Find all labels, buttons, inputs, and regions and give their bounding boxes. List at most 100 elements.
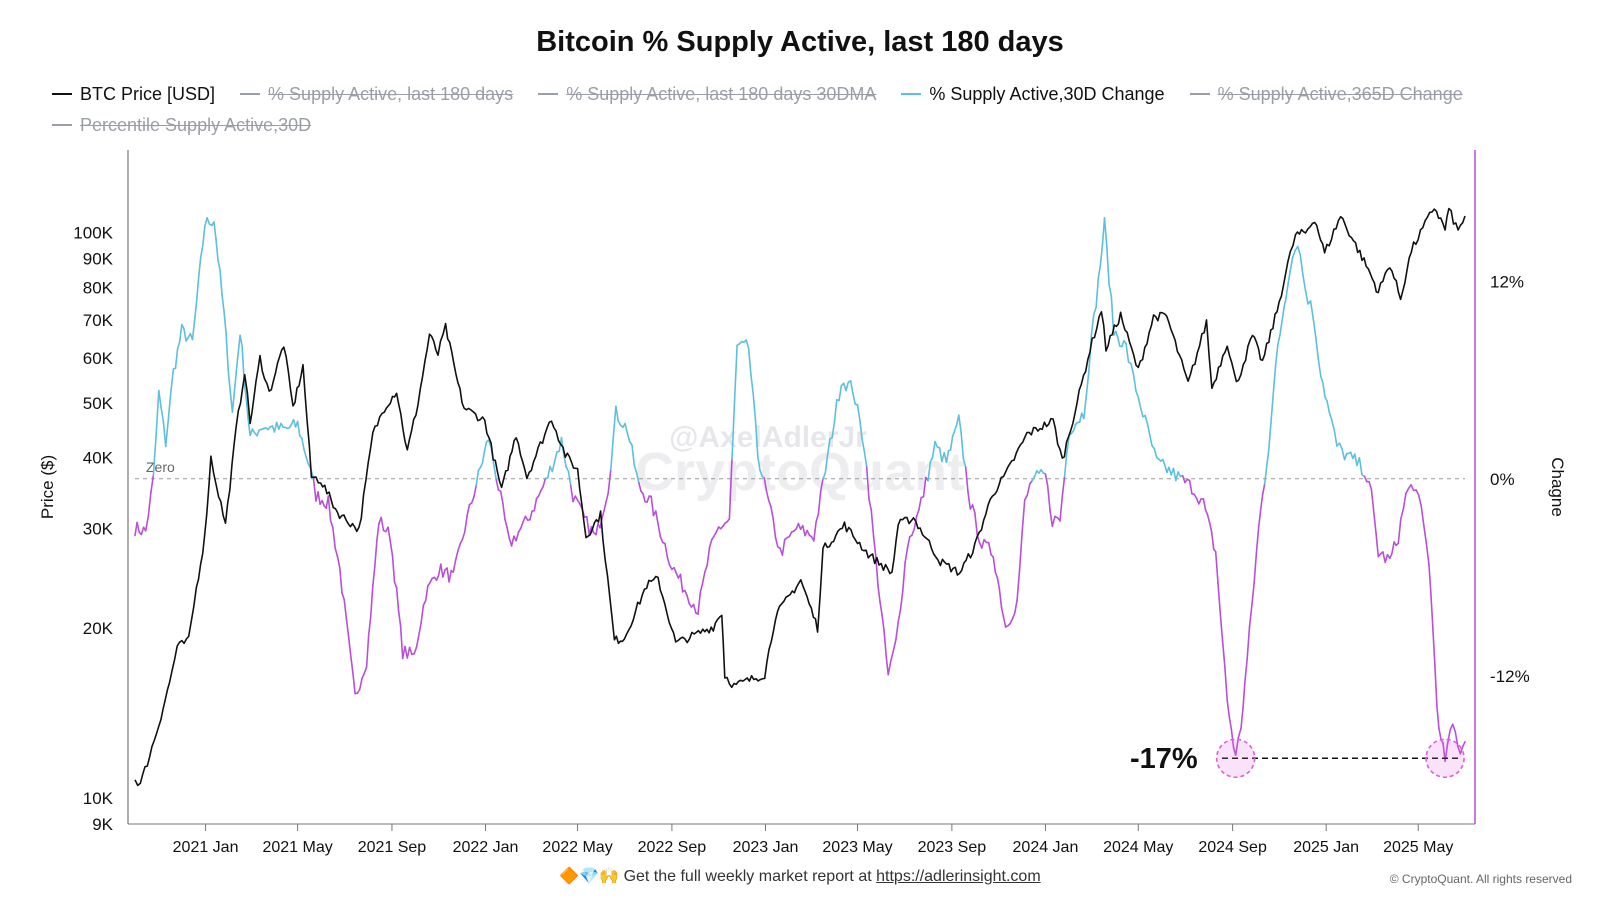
change-line-segment (565, 465, 570, 473)
change-line-segment (1261, 482, 1266, 496)
change-line-segment (303, 448, 308, 459)
change-line-segment (1432, 628, 1436, 667)
change-line-segment (845, 381, 850, 392)
change-line-segment (217, 259, 221, 271)
change-line-segment (994, 571, 999, 579)
legend-item-btc-price[interactable]: BTC Price [USD] (52, 81, 215, 107)
watermark-brand: CryptoQuant (635, 442, 965, 502)
change-line-segment (612, 405, 617, 437)
change-line-segment (569, 484, 574, 503)
change-line-segment (424, 584, 429, 602)
x-tick-label: 2021 Sep (358, 839, 427, 856)
change-line-segment (567, 470, 572, 487)
copyright-notice: © CryptoQuant. All rights reserved (1389, 872, 1572, 886)
change-line-segment (533, 497, 538, 512)
change-line-segment (1139, 406, 1144, 418)
legend-item-supply-active-365d-change[interactable]: % Supply Active,365D Change (1189, 81, 1463, 107)
change-line-segment (863, 450, 868, 468)
legend-swatch (1189, 93, 1210, 95)
change-line-segment (1341, 447, 1346, 461)
footer: 🔶💎🙌 Get the full weekly market report at… (0, 866, 1600, 886)
change-line-segment (1210, 530, 1215, 550)
change-line-segment (745, 339, 750, 350)
change-line-segment (638, 482, 642, 493)
change-line-segment (1013, 599, 1018, 614)
change-line-segment (387, 526, 392, 543)
change-line-segment (155, 389, 160, 437)
change-line-segment (466, 503, 471, 517)
change-line-segment (204, 217, 208, 228)
change-line-segment (1263, 465, 1268, 485)
change-line-segment (483, 441, 488, 453)
change-line-segment (461, 530, 466, 541)
left-tick-label: 70K (83, 311, 114, 330)
change-line-segment (463, 515, 468, 533)
change-line-segment (336, 555, 341, 569)
change-line-segment (395, 586, 400, 612)
change-line-segment (987, 541, 992, 556)
change-line-segment (1251, 582, 1255, 607)
change-line-segment (1099, 243, 1104, 266)
legend-item-supply-active-180d[interactable]: % Supply Active, last 180 days (240, 81, 513, 107)
left-tick-label: 90K (83, 250, 114, 269)
change-line-segment (980, 538, 985, 549)
change-line-segment (1228, 715, 1233, 731)
change-line-segment (686, 594, 691, 605)
change-line-segment (673, 566, 678, 574)
change-line-segment (1343, 452, 1348, 461)
change-line-segment (646, 495, 651, 503)
change-line-segment (957, 414, 962, 434)
change-line-segment (1281, 306, 1285, 323)
change-line-segment (1265, 450, 1270, 468)
change-line-segment (1291, 249, 1296, 259)
footer-link[interactable]: https://adlerinsight.com (876, 868, 1041, 885)
change-line-segment (731, 401, 736, 460)
change-line-segment (417, 622, 422, 637)
change-line-segment (967, 491, 972, 510)
change-line-segment (422, 599, 427, 607)
change-line-segment (992, 556, 997, 573)
change-line-segment (631, 444, 636, 466)
change-line-segment (380, 516, 385, 532)
change-line-segment (601, 509, 606, 519)
change-line-segment (1219, 612, 1224, 642)
change-line-segment (683, 589, 688, 597)
change-line-segment (332, 526, 337, 550)
change-line-segment (1106, 245, 1110, 286)
change-line-segment (415, 634, 420, 649)
change-line-segment (715, 526, 720, 533)
change-line-segment (788, 531, 793, 538)
change-line-segment (767, 499, 772, 508)
change-line-segment (273, 421, 278, 433)
change-line-segment (1434, 664, 1438, 707)
change-line-segment (373, 539, 378, 568)
legend-item-supply-active-30d-change[interactable]: % Supply Active,30D Change (901, 81, 1165, 107)
change-line-segment (918, 496, 923, 511)
change-line-segment (1181, 474, 1186, 484)
left-tick-label: 100K (73, 224, 113, 243)
change-line-segment (868, 498, 873, 512)
legend-item-percentile-supply-active-30d[interactable]: Percentile Supply Active,30D (52, 112, 311, 138)
change-line-segment (1063, 451, 1068, 478)
legend-item-supply-active-180d-30dma[interactable]: % Supply Active, last 180 days 30DMA (538, 81, 876, 107)
change-line-segment (1259, 493, 1264, 511)
change-line-segment (838, 384, 843, 402)
change-line-segment (1405, 487, 1410, 495)
change-line-segment (1121, 339, 1125, 348)
change-line-segment (459, 538, 464, 545)
x-tick-label: 2023 Jan (733, 839, 799, 856)
change-line-segment (167, 391, 172, 422)
chart-legend: BTC Price [USD] % Supply Active, last 18… (52, 76, 1552, 138)
change-line-segment (931, 440, 936, 458)
change-line-segment (774, 536, 779, 548)
change-line-segment (1051, 515, 1056, 528)
change-line-segment (452, 559, 457, 573)
change-line-segment (1021, 499, 1026, 533)
change-line-segment (949, 435, 954, 451)
change-line-segment (733, 344, 738, 404)
change-line-segment (408, 646, 413, 656)
change-line-segment (249, 428, 254, 437)
change-line-segment (763, 477, 768, 492)
change-line-segment (1389, 552, 1393, 560)
change-line-segment (1314, 335, 1319, 360)
